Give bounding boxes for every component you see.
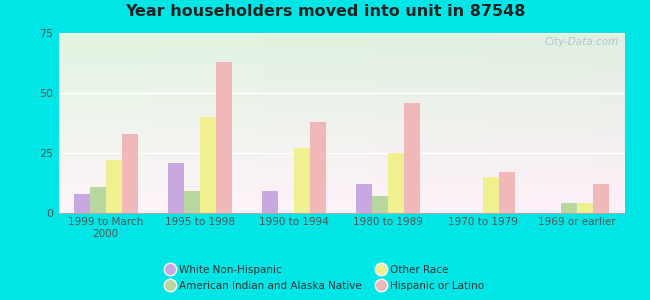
Bar bbox=[90, 187, 105, 213]
Legend: White Non-Hispanic, American Indian and Alaska Native, Other Race, Hispanic or L: White Non-Hispanic, American Indian and … bbox=[162, 261, 488, 295]
Bar bbox=[372, 196, 389, 213]
Bar bbox=[105, 160, 122, 213]
Bar bbox=[262, 191, 278, 213]
Bar bbox=[310, 122, 326, 213]
Bar bbox=[404, 103, 421, 213]
Text: City-Data.com: City-Data.com bbox=[544, 37, 618, 46]
Bar bbox=[593, 184, 609, 213]
Bar bbox=[168, 163, 184, 213]
Text: Year householders moved into unit in 87548: Year householders moved into unit in 875… bbox=[125, 4, 525, 20]
Bar bbox=[356, 184, 372, 213]
Bar bbox=[216, 62, 232, 213]
Bar bbox=[184, 191, 200, 213]
Bar bbox=[577, 203, 593, 213]
Bar bbox=[499, 172, 515, 213]
Bar bbox=[482, 177, 499, 213]
Bar bbox=[294, 148, 310, 213]
Bar bbox=[73, 194, 90, 213]
Bar bbox=[200, 117, 216, 213]
Bar bbox=[122, 134, 138, 213]
Bar bbox=[389, 153, 404, 213]
Bar bbox=[561, 203, 577, 213]
